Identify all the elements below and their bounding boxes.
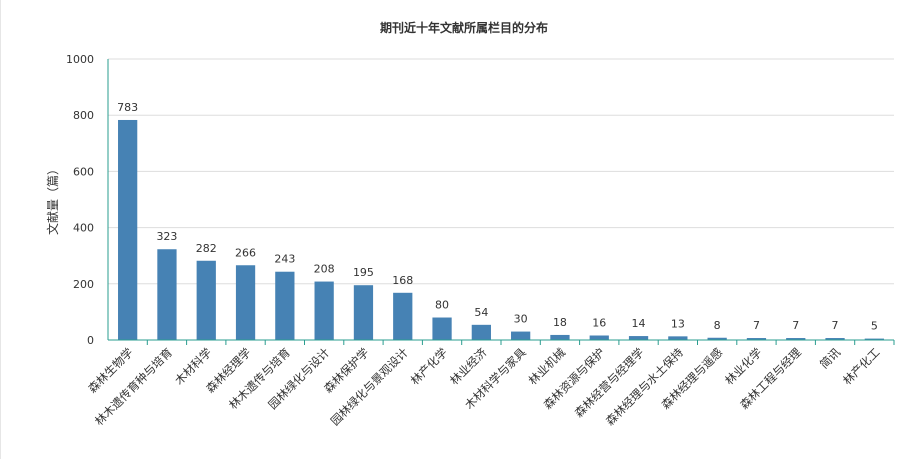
bar[interactable] [707, 337, 727, 340]
data-label: 168 [392, 274, 413, 287]
bar[interactable] [746, 338, 767, 340]
bar[interactable] [157, 249, 177, 340]
data-label: 266 [235, 246, 256, 259]
bar[interactable] [432, 317, 452, 340]
data-labels: 783 323 282 266 243 208 195 168 80 54 30 18 16 14 13 8 7… [117, 101, 878, 333]
y-axis-ticks: 0 200 400 600 800 1000 [66, 53, 94, 347]
data-label: 8 [714, 319, 721, 332]
y-tick-label: 1000 [66, 53, 94, 66]
bar[interactable] [196, 260, 216, 340]
x-tick-label: 林产化工 [840, 345, 882, 387]
axes [107, 59, 895, 345]
bar[interactable] [471, 324, 491, 340]
data-label: 18 [553, 316, 567, 329]
y-tick-label: 600 [73, 165, 94, 178]
x-tick-label: 简讯 [817, 345, 844, 372]
bar[interactable] [275, 271, 295, 340]
bar[interactable] [786, 338, 806, 340]
gridlines [108, 58, 894, 285]
data-label: 7 [832, 319, 839, 332]
data-label: 208 [314, 263, 335, 276]
bar[interactable] [511, 331, 531, 340]
y-tick-label: 200 [73, 278, 94, 291]
bar[interactable] [393, 292, 413, 340]
bar-series [118, 119, 884, 341]
y-tick-label: 800 [73, 109, 94, 122]
data-label: 54 [474, 306, 488, 319]
data-label: 80 [435, 299, 449, 312]
bar[interactable] [825, 338, 845, 340]
data-label: 16 [592, 317, 606, 330]
y-tick-label: 0 [87, 334, 94, 347]
bar[interactable] [864, 338, 884, 340]
x-tick-label: 林产化学 [408, 345, 450, 387]
y-axis-title: 文献量（篇） [45, 163, 60, 235]
bar[interactable] [550, 334, 570, 340]
data-label: 323 [156, 230, 177, 243]
data-label: 7 [792, 319, 799, 332]
x-tick-label: 森林经营与经理学 [572, 345, 647, 420]
bar[interactable] [628, 336, 649, 340]
chart-title: 期刊近十年文献所属栏目的分布 [380, 20, 548, 35]
bar[interactable] [589, 335, 609, 340]
y-tick-label: 400 [73, 222, 94, 235]
x-axis-labels: 森林生物学林木遗传育种与培育木材科学森林经理学林木遗传与培育园林绿化与设计森林保… [85, 345, 882, 428]
data-label: 30 [514, 313, 528, 326]
bar[interactable] [353, 285, 374, 340]
bar[interactable] [314, 281, 334, 340]
data-label: 243 [274, 253, 295, 266]
x-tick-label: 林木遗传育种与培育 [92, 345, 175, 428]
x-tick-label: 园林绿化与景观设计 [328, 345, 411, 428]
bar[interactable] [235, 265, 256, 340]
data-label: 7 [753, 319, 760, 332]
bar[interactable] [668, 336, 688, 340]
data-label: 282 [196, 242, 217, 255]
data-label: 783 [117, 101, 138, 114]
data-label: 13 [671, 317, 685, 330]
data-label: 5 [871, 320, 878, 333]
bar[interactable] [118, 119, 138, 341]
data-label: 14 [632, 317, 646, 330]
data-label: 195 [353, 266, 374, 279]
